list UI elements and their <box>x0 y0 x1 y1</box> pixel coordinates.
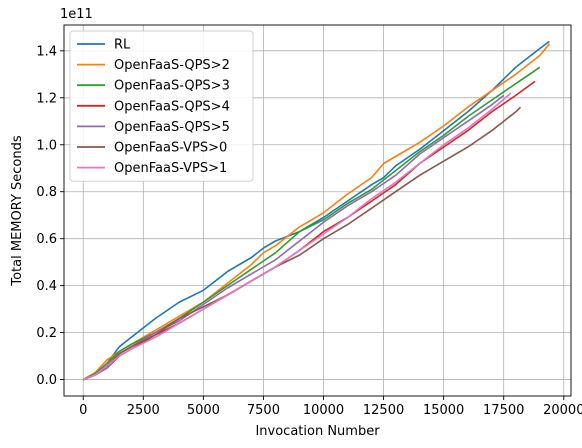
legend-entry: OpenFaaS-VPS>0 <box>114 141 227 156</box>
y-tick-label: 0.6 <box>36 232 57 247</box>
legend-entry: OpenFaaS-VPS>1 <box>114 161 227 176</box>
x-tick-label: 12500 <box>363 403 404 418</box>
legend-entry: OpenFaaS-QPS>5 <box>114 120 230 135</box>
x-tick-label: 7500 <box>247 403 280 418</box>
legend-entry: RL <box>114 38 131 53</box>
x-tick-label: 17500 <box>483 403 524 418</box>
x-axis-label: Invocation Number <box>255 424 380 439</box>
legend-entry: OpenFaaS-QPS>4 <box>114 99 230 114</box>
legend: RL OpenFaaS-QPS>2 OpenFaaS-QPS>3 OpenFaaS-Q… <box>70 31 253 181</box>
x-tick-label: 0 <box>79 403 87 418</box>
y-tick-label: 1.0 <box>36 138 57 153</box>
y-tick-label: 1.4 <box>36 44 57 59</box>
x-tick-label: 2500 <box>127 403 160 418</box>
x-tick-label: 15000 <box>423 403 464 418</box>
x-tick-label: 10000 <box>303 403 344 418</box>
y-tick-label: 1.2 <box>36 91 57 106</box>
legend-entry: OpenFaaS-QPS>2 <box>114 58 230 73</box>
legend-entry: OpenFaaS-QPS>3 <box>114 79 230 94</box>
x-tick-label: 5000 <box>187 403 220 418</box>
y-tick-label: 0.4 <box>36 279 57 294</box>
y-tick-label: 0.8 <box>36 185 57 200</box>
x-tick-label: 20000 <box>543 403 582 418</box>
y-axis-label: Total MEMORY Seconds <box>10 135 25 286</box>
y-tick-label: 0.2 <box>36 326 57 341</box>
y-tick-label: 0.0 <box>36 373 57 388</box>
y-axis-offset-label: 1e11 <box>60 7 93 22</box>
